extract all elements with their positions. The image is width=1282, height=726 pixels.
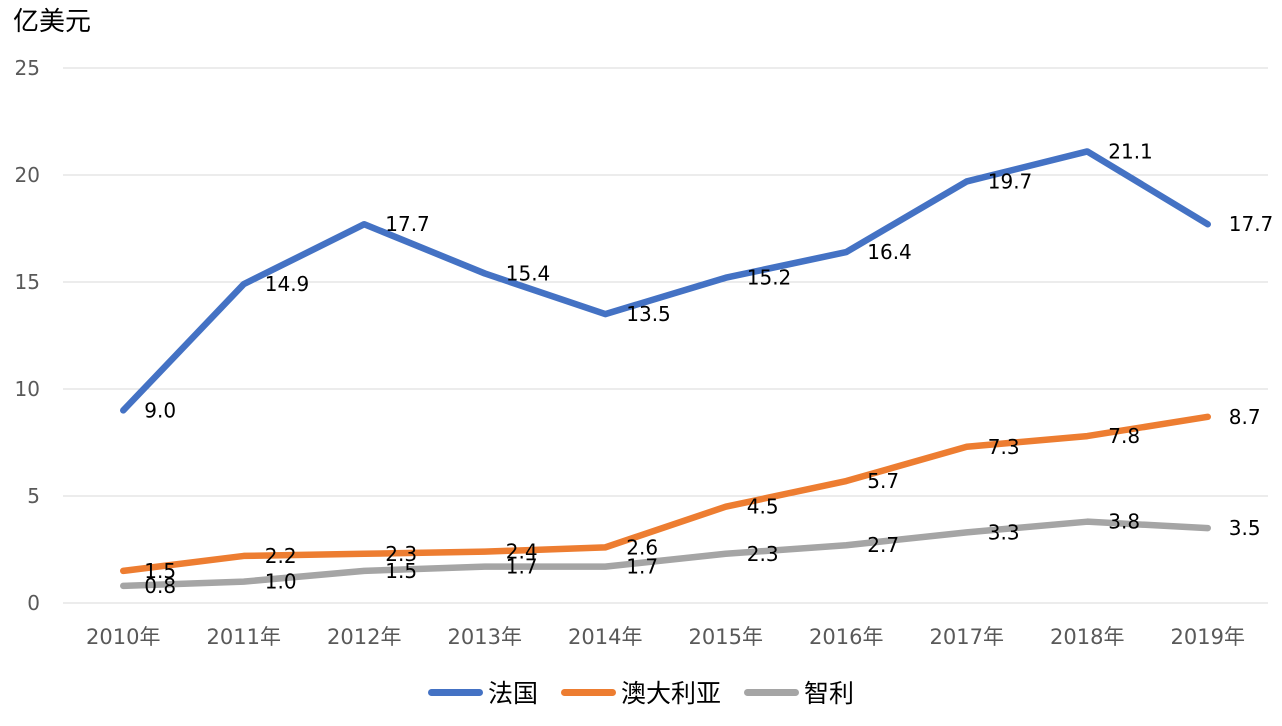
data-label: 1.5 xyxy=(385,559,417,583)
y-axis-tick-label: 25 xyxy=(15,56,40,80)
chart-title: 亿美元 xyxy=(13,7,92,37)
legend-item-法国: 法国 xyxy=(427,674,538,710)
x-axis-tick-label: 2010年 xyxy=(86,625,160,649)
legend-label: 澳大利亚 xyxy=(620,679,721,708)
legend-item-智利: 智利 xyxy=(744,674,854,710)
data-label: 2.3 xyxy=(747,542,779,566)
data-label: 13.5 xyxy=(626,302,671,326)
data-label: 7.8 xyxy=(1108,424,1140,448)
y-axis-tick-label: 5 xyxy=(27,484,40,508)
series-line-澳大利亚 xyxy=(120,413,1211,575)
x-axis-tick-label: 2011年 xyxy=(207,625,281,649)
data-label: 15.2 xyxy=(747,266,792,290)
data-label: 15.4 xyxy=(506,261,551,285)
data-label: 7.3 xyxy=(988,435,1020,459)
legend-line-swatch-icon xyxy=(744,688,799,696)
x-axis-tick-label: 2012年 xyxy=(327,625,401,649)
x-axis-tick-label: 2013年 xyxy=(448,625,522,649)
y-axis-tick-label: 15 xyxy=(15,270,40,294)
data-label: 1.7 xyxy=(506,555,538,579)
data-label: 21.1 xyxy=(1108,139,1153,163)
data-label: 16.4 xyxy=(867,240,912,264)
legend-line-swatch-icon xyxy=(560,688,616,696)
data-label: 8.7 xyxy=(1229,405,1261,429)
data-label: 2.6 xyxy=(626,535,658,559)
data-label: 0.8 xyxy=(144,574,176,598)
data-label: 9.0 xyxy=(144,398,176,422)
legend-item-澳大利亚: 澳大利亚 xyxy=(560,674,721,710)
data-label: 3.3 xyxy=(988,520,1020,544)
series-line-智利 xyxy=(120,518,1211,590)
data-label: 4.5 xyxy=(747,495,779,519)
x-axis-tick-label: 2017年 xyxy=(930,625,1004,649)
y-axis-tick-label: 20 xyxy=(15,163,40,187)
data-label: 17.7 xyxy=(1229,212,1274,236)
data-label: 1.5 xyxy=(144,559,176,583)
x-axis-tick-label: 2014年 xyxy=(568,625,642,649)
data-label: 5.7 xyxy=(867,469,899,493)
data-label: 1.0 xyxy=(265,570,297,594)
x-axis-tick-label: 2015年 xyxy=(689,625,763,649)
data-label: 2.4 xyxy=(506,540,538,564)
line-chart-plot: 0 5 10 15 20 25 2010年 2011年 2012年 2013年 2014年 2015年… xyxy=(15,56,1274,649)
series-line-法国 xyxy=(120,148,1211,414)
x-axis-tick-label: 2016年 xyxy=(809,625,883,649)
data-label: 14.9 xyxy=(265,272,310,296)
data-label: 2.2 xyxy=(265,544,297,568)
data-label: 17.7 xyxy=(385,212,430,236)
data-label: 3.5 xyxy=(1229,516,1261,540)
data-label: 19.7 xyxy=(988,169,1033,193)
x-axis-tick-label: 2019年 xyxy=(1171,625,1245,649)
data-label: 1.7 xyxy=(626,555,658,579)
x-axis-tick-label: 2018年 xyxy=(1050,625,1124,649)
legend-label: 智利 xyxy=(804,679,855,708)
data-label: 2.7 xyxy=(867,533,899,557)
y-axis-tick-label: 10 xyxy=(15,377,40,401)
legend-line-swatch-icon xyxy=(427,688,483,696)
y-axis-tick-label: 0 xyxy=(27,591,40,615)
legend-label: 法国 xyxy=(487,679,538,708)
chart-legend: 法国 澳大利亚 智利 xyxy=(0,671,1282,713)
data-label: 2.3 xyxy=(385,542,417,566)
data-label: 3.8 xyxy=(1108,510,1140,534)
